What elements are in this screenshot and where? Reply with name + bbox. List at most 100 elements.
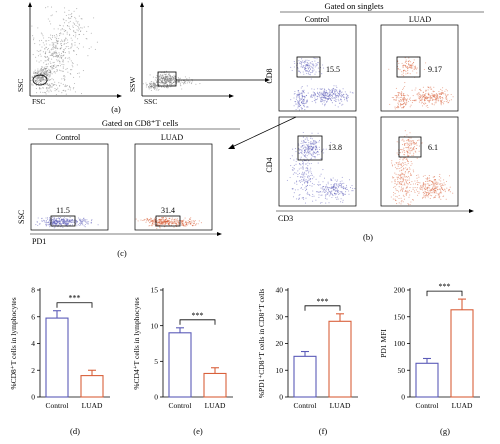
event-dot: [403, 174, 405, 176]
event-dot: [404, 182, 406, 184]
event-dot: [36, 92, 38, 94]
event-dot: [195, 223, 198, 225]
event-dot: [43, 76, 45, 78]
event-dot: [415, 174, 418, 177]
event-dot: [421, 98, 423, 100]
event-dot: [322, 67, 325, 69]
event-dot: [340, 184, 342, 186]
event-dot: [41, 218, 43, 220]
event-dot: [408, 204, 410, 206]
event-dot: [437, 194, 439, 196]
event-dot: [310, 143, 312, 145]
gate-rectangle: [155, 215, 181, 227]
event-dot: [38, 79, 40, 81]
event-dot: [347, 96, 349, 98]
event-dot: [294, 182, 296, 184]
event-dot: [55, 33, 58, 36]
event-dot: [339, 191, 341, 193]
event-dot: [422, 175, 424, 177]
event-dot: [63, 221, 65, 223]
event-dot: [334, 179, 336, 181]
event-dot: [52, 216, 54, 219]
event-dot: [406, 147, 408, 149]
event-dot: [149, 84, 151, 87]
event-dot: [431, 88, 433, 90]
category-label: Control: [294, 401, 317, 410]
event-dot: [296, 198, 298, 200]
event-dot: [402, 104, 404, 106]
event-dot: [42, 42, 44, 44]
event-dot: [405, 181, 407, 183]
event-dot: [298, 147, 300, 149]
event-dot: [308, 65, 310, 67]
event-dot: [36, 50, 38, 52]
event-dot: [33, 37, 35, 39]
event-dot: [427, 195, 429, 197]
event-dot: [36, 75, 39, 77]
event-dot: [427, 97, 429, 99]
event-dot: [436, 183, 438, 185]
bar-control: [168, 332, 192, 398]
panel-letter: (d): [70, 426, 80, 436]
event-dot: [47, 60, 49, 62]
event-dot: [150, 82, 152, 85]
event-dot: [418, 97, 421, 99]
event-dot: [78, 15, 80, 17]
event-dot: [53, 219, 55, 221]
event-dot: [296, 95, 298, 97]
event-dot: [76, 225, 78, 227]
event-dot: [399, 163, 401, 165]
event-dot: [169, 217, 171, 219]
event-dot: [51, 223, 53, 225]
event-dot: [428, 183, 430, 185]
event-dot: [400, 96, 402, 99]
event-dot: [42, 77, 44, 79]
event-dot: [331, 186, 333, 188]
event-dot: [409, 140, 411, 142]
gate-ellipse: [32, 74, 48, 86]
event-dot: [402, 181, 404, 183]
event-dot: [313, 195, 315, 197]
event-dot: [336, 183, 338, 185]
event-dot: [330, 190, 332, 192]
event-dot: [300, 104, 302, 106]
event-dot: [54, 52, 56, 55]
event-dot: [75, 24, 77, 27]
event-dot: [324, 190, 326, 192]
event-dot: [167, 77, 169, 79]
event-dot: [336, 185, 338, 187]
event-dot: [60, 223, 62, 225]
event-dot: [426, 96, 428, 98]
event-dot: [328, 92, 330, 94]
event-dot: [440, 177, 442, 179]
cd8-luad-plot: 9.17: [380, 24, 459, 112]
event-dot: [55, 42, 57, 44]
event-dot: [55, 218, 57, 220]
event-dot: [400, 186, 402, 188]
event-dot: [43, 82, 45, 84]
event-dot: [298, 90, 300, 92]
event-dot: [54, 36, 56, 38]
event-dot: [328, 190, 330, 192]
event-dot: [49, 75, 51, 77]
event-dot: [301, 146, 303, 148]
event-dot: [48, 58, 50, 60]
event-dot: [296, 103, 298, 105]
event-dot: [197, 223, 199, 225]
event-dot: [408, 175, 410, 177]
event-dot: [411, 148, 413, 150]
event-dot: [432, 186, 434, 188]
event-dot: [403, 168, 405, 170]
event-dot: [403, 164, 405, 166]
event-dot: [337, 190, 339, 192]
event-dot: [303, 95, 305, 97]
event-dot: [420, 187, 422, 189]
cd4-luad-plot: 6.1: [380, 116, 459, 207]
event-dot: [430, 96, 432, 98]
event-dot: [410, 137, 412, 139]
event-dot: [333, 97, 335, 99]
event-dot: [314, 92, 316, 95]
event-dot: [300, 66, 302, 68]
event-dot: [326, 186, 328, 188]
event-dot: [425, 97, 427, 99]
